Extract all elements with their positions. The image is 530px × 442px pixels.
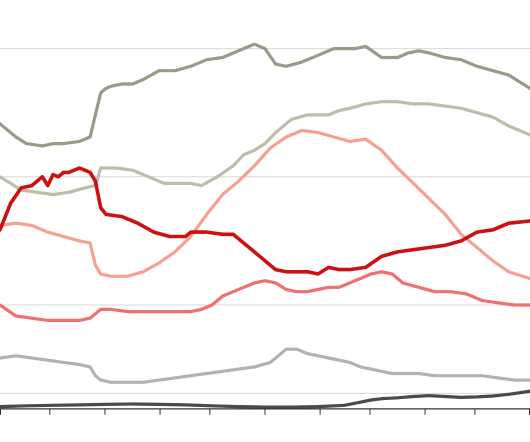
series-line-7 — [0, 389, 530, 409]
series-line-3 — [0, 128, 530, 281]
series-line-6 — [0, 347, 530, 384]
series-line-2 — [0, 100, 530, 197]
series-line-1 — [0, 42, 530, 148]
x-axis — [0, 408, 530, 415]
series-line-4 — [0, 166, 530, 276]
series-line-5 — [0, 270, 530, 322]
series-layer — [0, 42, 530, 409]
